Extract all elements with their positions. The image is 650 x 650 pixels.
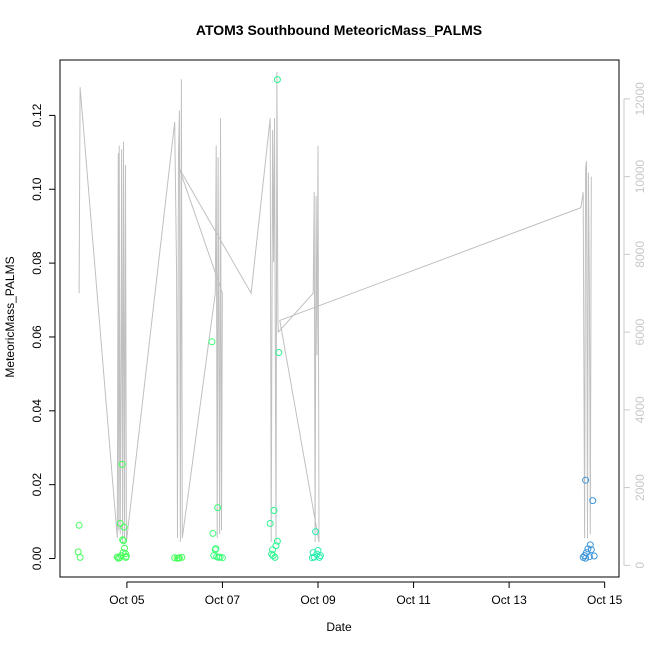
y-axis-label: MeteoricMass_PALMS: [3, 256, 17, 377]
y-tick-label: 0.12: [30, 103, 44, 127]
y2-tick-label: 12000: [633, 82, 647, 116]
data-point: [76, 553, 84, 561]
data-point: [119, 536, 127, 544]
y2-tick-label: 6000: [633, 318, 647, 345]
x-tick-label: Oct 09: [300, 593, 336, 607]
y2-tick-label: 8000: [633, 241, 647, 268]
data-point: [582, 476, 590, 484]
data-point: [75, 521, 83, 529]
x-tick-label: Oct 07: [205, 593, 241, 607]
data-point: [208, 338, 216, 346]
data-point: [266, 520, 274, 527]
data-point: [273, 537, 281, 545]
data-point: [268, 550, 276, 558]
chart-title: ATOM3 Southbound MeteoricMass_PALMS: [196, 22, 482, 38]
y-tick-label: 0.00: [30, 547, 44, 571]
plot-frame: [59, 59, 620, 578]
data-point: [582, 554, 590, 562]
altitude-line: [78, 71, 592, 543]
data-point: [315, 553, 323, 561]
y-tick-label: 0.08: [30, 251, 44, 275]
y-tick-label: 0.04: [30, 399, 44, 423]
data-point: [590, 552, 598, 560]
data-point: [171, 554, 179, 562]
data-point: [116, 520, 124, 527]
x-axis-label: Date: [326, 620, 352, 634]
data-point: [308, 554, 316, 562]
data-point: [275, 349, 283, 356]
data-point: [209, 529, 217, 537]
points-layer: [74, 76, 598, 562]
y2-tick-label: 4000: [633, 396, 647, 423]
y-tick-label: 0.06: [30, 325, 44, 349]
data-point: [212, 545, 220, 553]
y-tick-label: 0.10: [30, 177, 44, 201]
data-point: [175, 554, 182, 562]
y2-tick-label: 0: [633, 562, 647, 569]
altitude-line-layer: [78, 71, 592, 543]
data-point: [312, 528, 320, 536]
y-tick-label: 0.02: [30, 473, 44, 497]
data-point: [118, 460, 126, 468]
data-point: [120, 523, 128, 531]
data-point: [589, 497, 597, 505]
data-point: [116, 554, 124, 562]
data-point: [586, 541, 594, 549]
data-point: [214, 504, 222, 512]
x-tick-label: Oct 15: [587, 593, 623, 607]
x-tick-label: Oct 13: [491, 593, 527, 607]
y2-tick-label: 2000: [633, 474, 647, 501]
x-tick-label: Oct 11: [396, 593, 431, 607]
data-point: [270, 507, 278, 514]
x-tick-label: Oct 05: [109, 593, 145, 607]
data-point: [272, 542, 280, 550]
data-point: [273, 76, 281, 84]
axes-layer: Oct 05 Oct 07 Oct 09 Oct 11 Oct 13 Oct 15 0.00…: [30, 59, 647, 607]
data-point: [585, 553, 593, 561]
data-point: [218, 554, 226, 562]
data-point: [178, 553, 186, 561]
y2-tick-label: 10000: [633, 160, 647, 194]
data-point: [269, 552, 277, 560]
data-point: [587, 546, 595, 554]
data-point: [120, 537, 127, 545]
data-point: [119, 549, 127, 557]
